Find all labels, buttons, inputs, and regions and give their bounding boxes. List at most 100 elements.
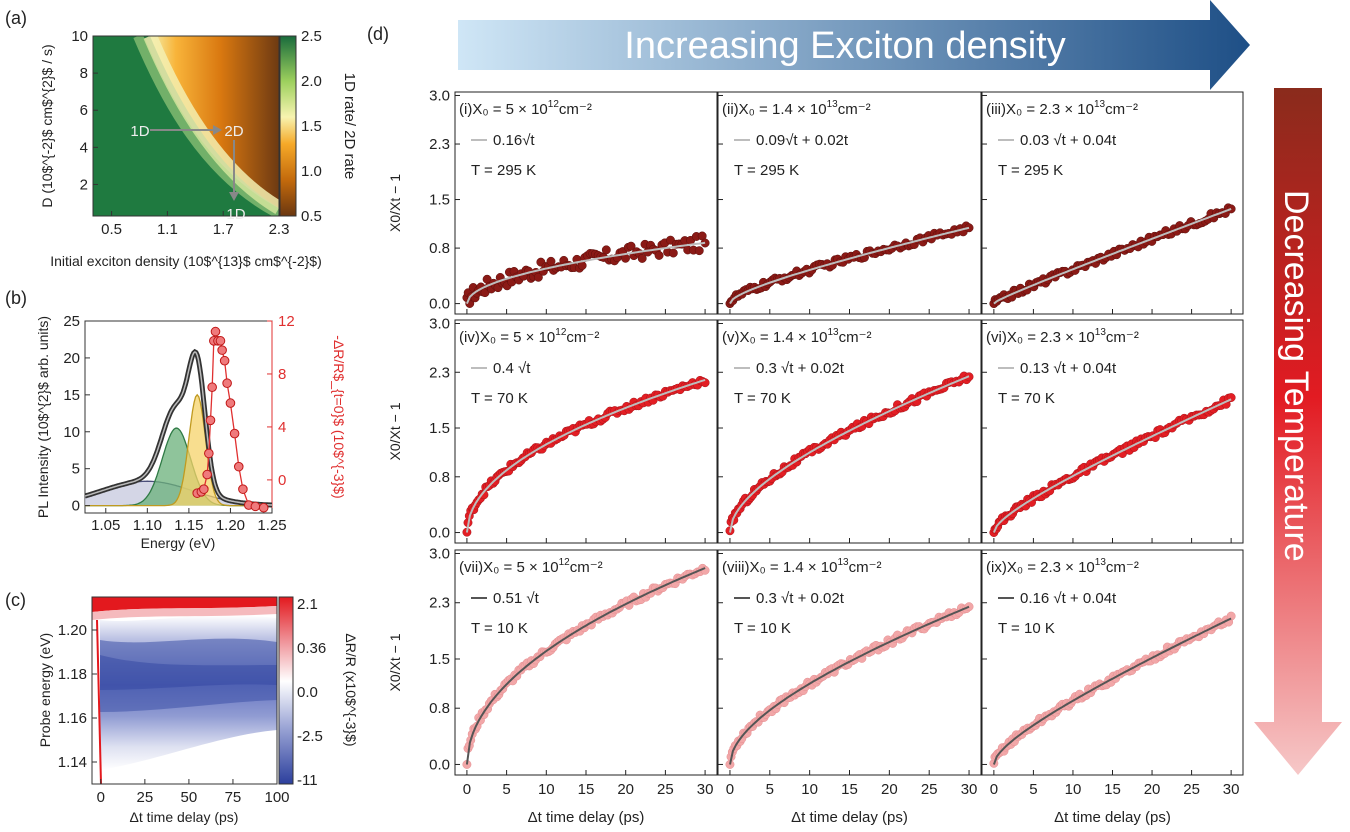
- data-point: [694, 246, 704, 256]
- subplot-title: (ix)X₀ = 2.3 × 1013cm⁻²: [986, 557, 1139, 576]
- fit-curve: [992, 398, 1232, 533]
- panel-b-xtick-label: 1.15: [174, 517, 203, 534]
- panel-d-ytick-label: 0.8: [429, 469, 450, 486]
- subplot-title: (iv)X₀ = 5 × 1012cm⁻²: [459, 327, 599, 346]
- panel-d-xtick-label: 20: [1144, 781, 1161, 798]
- data-point: [1226, 611, 1236, 621]
- panel-d-xtick-label: 20: [881, 781, 898, 798]
- decreasing-temperature-label: Decreasing Temperature: [1277, 190, 1315, 562]
- panel-c-colorbar-label: ΔR/R (x10$^{-3}$): [343, 633, 359, 746]
- subplot-temperature: T = 10 K: [734, 620, 791, 637]
- panel-d-ylabel-text: X0/Xt − 1: [387, 402, 403, 460]
- data-point: [637, 254, 647, 263]
- panel-c-ytick-label: 1.14: [58, 754, 87, 771]
- subplot-title-exponent: 13: [1095, 557, 1107, 568]
- panel-d-xtick-label: 30: [1223, 781, 1240, 798]
- panel-b-y2tick-label: 4: [278, 419, 286, 436]
- panel-a-ytick-label: 8: [80, 65, 88, 82]
- annotation-1d-bottom: 1D: [226, 206, 245, 223]
- panel-b-xtick-label: 1.20: [216, 517, 245, 534]
- panel-d-ylabel: X0/Xt − 1: [387, 174, 403, 232]
- panel-a-colorbar-tick: 1.0: [301, 163, 322, 180]
- subplot-title-unit: cm⁻²: [839, 329, 872, 346]
- increasing-density-arrow: [458, 0, 1250, 90]
- panel-c-xlabel: Δt time delay (ps): [130, 809, 239, 825]
- panel-b-ytick-label: 15: [63, 387, 80, 404]
- panel-c-ytick-label: 1.18: [58, 666, 87, 683]
- legend-fit-label: 0.3 √t + 0.02t: [756, 590, 845, 607]
- panel-d-xtick-label: 25: [1183, 781, 1200, 798]
- panel-d-subplot: 0 5 10 15 20 25 30 0.0 0.8 1.5 2.3 3.0 (vii)X₀ = 5 ×…: [429, 546, 718, 798]
- panel-d-ytick-label: 0.8: [429, 240, 450, 257]
- panel-a-xtick-label: 1.7: [213, 221, 234, 238]
- subplot-title-unit: cm⁻²: [1106, 329, 1139, 346]
- dr-point: [258, 502, 269, 513]
- dr-point: [238, 484, 248, 494]
- data-point: [964, 602, 974, 612]
- subplot-title: (ii)X₀ = 1.4 × 1013cm⁻²: [722, 99, 871, 118]
- dr-point: [225, 398, 236, 408]
- fit-curve: [992, 617, 1232, 765]
- legend-fit-label: 0.4 √t: [493, 360, 531, 377]
- dr-point: [250, 501, 261, 512]
- subplot-title-unit: cm⁻²: [559, 101, 592, 118]
- data-point: [1226, 204, 1236, 214]
- panel-d-subplot: (vi)X₀ = 2.3 × 1013cm⁻² 0.13 √t + 0.04t T …: [981, 319, 1244, 544]
- panel-a-ylabel: D (10$^{-2}$ cm$^{2}$ / s): [39, 44, 55, 207]
- panel-c-colorbar: [278, 596, 294, 785]
- dr-point: [217, 345, 227, 355]
- fit-curve: [729, 605, 970, 765]
- panel-a-colorbar-tick: 1.5: [301, 118, 322, 135]
- fit-curve: [465, 378, 706, 533]
- panel-d-ytick-label: 3.0: [429, 87, 450, 104]
- subplot-title-unit: cm⁻²: [1105, 101, 1138, 118]
- legend-fit-label: 0.16√t: [493, 132, 535, 149]
- panel-d-xtick-label: 10: [801, 781, 818, 798]
- dr-point: [229, 428, 240, 439]
- panel-d-xlabel: Δt time delay (ps): [1054, 809, 1171, 826]
- panel-c-colorbar-tick: 0.36: [297, 640, 326, 657]
- subplot-frame: [981, 549, 1244, 776]
- decreasing-temperature-arrow: [1254, 88, 1342, 775]
- panel-d-ytick-label: 2.3: [429, 364, 450, 381]
- dr-point: [215, 336, 226, 346]
- panel-c-colorbar-tick: 2.1: [297, 596, 318, 613]
- subplot-title: (i)X₀ = 5 × 1012cm⁻²: [459, 99, 592, 118]
- data-point: [533, 272, 543, 282]
- panel-a-colorbar-tick: 2.0: [301, 73, 322, 90]
- panel-c-xtick-label: 75: [225, 789, 242, 806]
- annotation-2d: 2D: [224, 123, 243, 140]
- panel-label-c: (c): [5, 590, 26, 610]
- panel-c-xtick-label: 100: [264, 789, 289, 806]
- subplot-title: (v)X₀ = 1.4 × 1013cm⁻²: [722, 327, 872, 346]
- subplot-title: (viii)X₀ = 1.4 × 1013cm⁻²: [722, 557, 882, 576]
- panel-d-xtick-label: 10: [538, 781, 555, 798]
- panel-a-ytick-label: 4: [80, 139, 88, 156]
- panel-d: 0.0 0.8 1.5 2.3 3.0 (i)X₀ = 5 × 1012cm⁻² 0.16√…: [387, 87, 1244, 826]
- subplot-title: (vii)X₀ = 5 × 1012cm⁻²: [459, 557, 603, 576]
- panel-d-ytick-label: 0.0: [429, 296, 450, 313]
- subplot-title-unit: cm⁻²: [849, 559, 882, 576]
- panel-c-ytick-label: 1.20: [58, 622, 87, 639]
- panel-a-colorbar: [279, 35, 297, 217]
- panel-a-colorbar-tick: 2.5: [301, 28, 322, 45]
- subplot-title-exponent: 13: [827, 99, 839, 110]
- subplot-title-exponent: 12: [559, 557, 571, 568]
- fit-curve: [465, 567, 706, 765]
- subplot-title-unit: cm⁻²: [566, 329, 599, 346]
- panel-a-ytick-label: 2: [80, 176, 88, 193]
- panel-a-colorbar-tick: 0.5: [301, 208, 322, 225]
- panel-c-xtick-label: 25: [137, 789, 154, 806]
- subplot-temperature: T = 70 K: [734, 390, 791, 407]
- subplot-title-exponent: 13: [827, 327, 839, 338]
- panel-b-y2label: -ΔR/R$_{t=0}$ (10$^{-3}$): [331, 335, 347, 498]
- panel-a-ytick-label: 10: [71, 28, 88, 45]
- panel-d-xtick-label: 5: [766, 781, 774, 798]
- panel-d-xlabel: Δt time delay (ps): [528, 809, 645, 826]
- panel-c: 0 25 50 75 100 1.14 1.16 1.18 1.20 Δt time dela…: [37, 596, 359, 825]
- panel-b-ytick-label: 0: [72, 498, 80, 515]
- panel-d-ytick-label: 0.8: [429, 700, 450, 717]
- subplot-temperature: T = 295 K: [471, 162, 536, 179]
- panel-d-ytick-label: 0.0: [429, 525, 450, 542]
- subplot-temperature: T = 295 K: [734, 162, 799, 179]
